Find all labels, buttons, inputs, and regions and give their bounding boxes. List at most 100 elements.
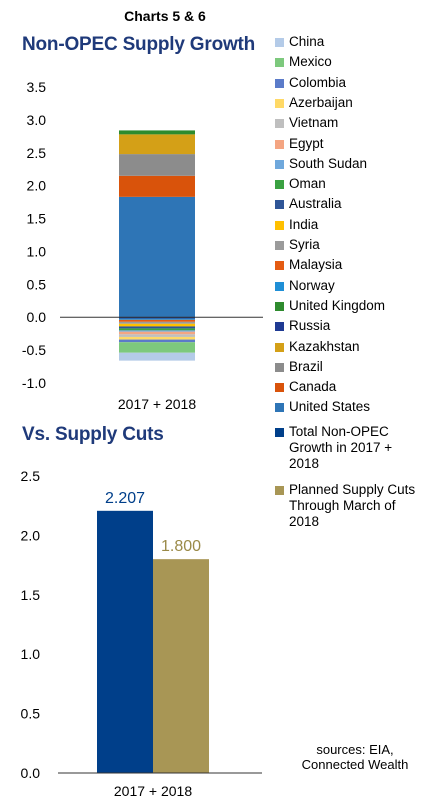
legend-label: United States — [289, 399, 371, 415]
legend-swatch — [275, 200, 284, 210]
legend-item: Malaysia — [275, 257, 342, 273]
legend-item: Oman — [275, 176, 326, 192]
legend-swatch — [275, 38, 284, 47]
legend-item: Syria — [275, 237, 320, 253]
y-tick-label: 0.5 — [27, 276, 47, 292]
legend-swatch — [275, 58, 284, 68]
x-category-label: 2017 + 2018 — [118, 396, 196, 412]
legend-swatch — [275, 322, 284, 332]
legend-label: China — [289, 34, 325, 49]
y-tick-label: 3.5 — [27, 79, 47, 95]
legend-label: Mexico — [289, 54, 332, 70]
data-label: 1.800 — [161, 538, 201, 555]
legend-item: South Sudan — [275, 156, 367, 172]
legend-item: United Kingdom — [275, 298, 385, 314]
bar-segment-egypt — [119, 331, 195, 335]
chart1-title: Non-OPEC Supply Growth — [22, 34, 256, 55]
legend-label: Azerbaijan — [289, 94, 353, 110]
legend-label: Syria — [289, 237, 320, 252]
legend-swatch — [275, 78, 284, 88]
legend-swatch — [275, 403, 284, 413]
bar-segment-china — [119, 352, 195, 361]
bar-total-growth — [97, 510, 153, 773]
y-tick-label: 0.5 — [21, 706, 41, 722]
y-tick-label: 2.0 — [21, 527, 41, 543]
bar-segment-brazil — [119, 154, 195, 176]
legend-label: Brazil — [289, 358, 323, 374]
legend-item: China — [275, 34, 324, 50]
bar-planned-cuts — [153, 559, 209, 773]
legend-label: Egypt — [289, 135, 324, 151]
legend-label: Kazakhstan — [289, 338, 360, 354]
legend-item: Australia — [275, 196, 342, 212]
legend-item: Kazakhstan — [275, 339, 360, 355]
legend-label: India — [289, 216, 319, 232]
y-tick-label: 1.0 — [21, 646, 41, 662]
legend-swatch — [275, 98, 284, 108]
legend-item: Canada — [275, 379, 336, 395]
bar-segment-india — [119, 323, 195, 327]
chart1-plot: 3.5 3.0 2.5 2.0 1.5 1.0 0.5 0.0 -0.5 -1.0 2017 + 2… — [22, 79, 263, 412]
legend-label: Australia — [289, 196, 342, 212]
legend-swatch — [275, 261, 284, 271]
page-header: Charts 5 & 6 — [124, 8, 206, 24]
chart2-title: Vs. Supply Cuts — [22, 424, 164, 445]
sources-note: sources: EIA, Connected Wealth — [301, 742, 409, 772]
bar-segment-australia — [119, 326, 195, 329]
legend-label: Russia — [289, 318, 331, 334]
y-tick-label: -0.5 — [22, 342, 46, 358]
bar-segment-canada — [119, 175, 195, 197]
legend-item: Total Non-OPEC Growth in 2017 + 2018 — [275, 424, 423, 472]
legend-swatch — [275, 342, 284, 352]
y-tick-label: 2.5 — [27, 145, 47, 161]
y-tick-label: 1.0 — [27, 243, 47, 259]
x-category-label: 2017 + 2018 — [114, 783, 192, 799]
legend-swatch — [275, 428, 284, 437]
y-tick-label: 0.0 — [21, 765, 41, 781]
legend-label: South Sudan — [289, 155, 368, 171]
bar-segment-oman — [119, 328, 195, 331]
legend-swatch — [275, 362, 284, 372]
legend-swatch — [275, 220, 284, 230]
y-tick-label: 2.0 — [27, 178, 47, 194]
chart1-legend: China Mexico Colombia Azerbaijan Vietnam Egyp… — [275, 34, 430, 414]
legend-swatch — [275, 241, 284, 250]
legend-label: Planned Supply Cuts Through March of 201… — [289, 482, 416, 529]
legend-swatch — [275, 139, 284, 149]
legend-label: Total Non-OPEC Growth in 2017 + 2018 — [289, 424, 393, 471]
bar-segment-russia — [119, 317, 195, 319]
legend-label: United Kingdom — [289, 297, 386, 313]
bar-segment-malaysia — [119, 319, 195, 322]
chart2-legend: Total Non-OPEC Growth in 2017 + 2018 Plan… — [275, 424, 430, 544]
legend-label: Oman — [289, 176, 326, 192]
legend-swatch — [275, 119, 284, 129]
bar-segment-united-kingdom — [119, 130, 195, 135]
y-tick-label: 1.5 — [27, 211, 47, 227]
bar-segment-norway — [119, 318, 195, 320]
legend-item: Brazil — [275, 359, 323, 375]
bar-segment-azerbaijan — [119, 336, 195, 340]
y-tick-label: -1.0 — [22, 375, 46, 391]
y-tick-label: 1.5 — [21, 587, 41, 603]
legend-item: Egypt — [275, 136, 324, 152]
legend-item: United States — [275, 399, 370, 415]
legend-label: Norway — [289, 277, 335, 293]
legend-item: Norway — [275, 278, 335, 294]
bar-segment-vietnam — [119, 334, 195, 337]
bar-segment-colombia — [119, 339, 195, 343]
legend-label: Malaysia — [289, 257, 343, 273]
legend-item: Planned Supply Cuts Through March of 201… — [275, 482, 423, 530]
legend-swatch — [275, 180, 284, 190]
y-tick-label: 0.0 — [27, 309, 47, 325]
legend-item: Russia — [275, 318, 330, 334]
legend-item: Azerbaijan — [275, 95, 353, 111]
legend-swatch — [275, 301, 284, 311]
legend-label: Canada — [289, 379, 337, 395]
legend-swatch — [275, 383, 284, 393]
bar-segment-kazakhstan — [119, 134, 195, 155]
bar-segment-mexico — [119, 342, 195, 353]
bar-segment-south-sudan — [119, 330, 195, 332]
legend-swatch — [275, 281, 284, 291]
bar-segment-united-states — [119, 196, 195, 318]
chart2-plot: 2.5 2.0 1.5 1.0 0.5 0.0 2.207 1.800 2017 + 2018 — [21, 468, 262, 799]
